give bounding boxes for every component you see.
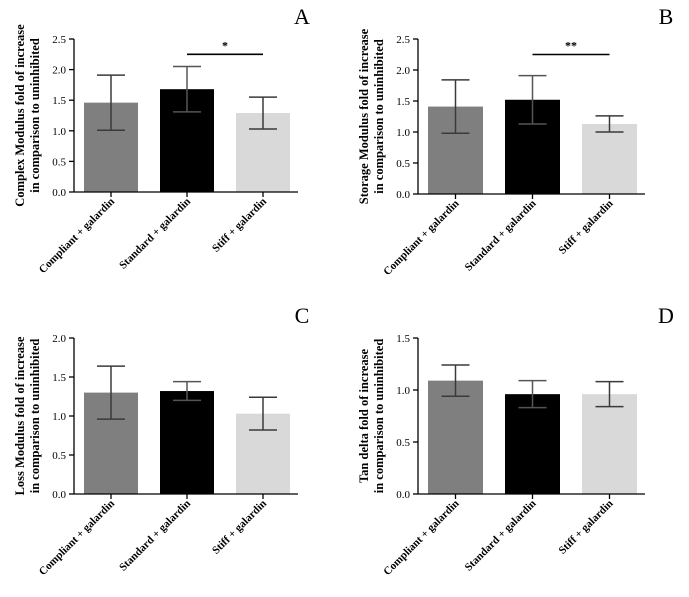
bar [582, 394, 637, 494]
y-tick-label: 1.5 [396, 333, 410, 345]
y-tick-label: 1.5 [396, 96, 410, 108]
x-tick-label: Stiff + galardin [210, 498, 269, 557]
x-tick-label: Compliant + galardin [381, 498, 461, 578]
x-tick-label: Stiff + galardin [210, 196, 269, 255]
panel-letter: A [294, 4, 310, 29]
y-tick-label: 0.5 [396, 437, 410, 449]
panel-c: C Loss Modulus fold of increase in compari… [13, 303, 309, 578]
bar [160, 391, 214, 494]
y-axis-label-line: Loss Modulus fold of increase [13, 336, 27, 495]
x-tick-label: Compliant + galardin [37, 498, 117, 578]
x-tick-label: Compliant + galardin [37, 196, 117, 276]
x-tick-label: Standard + galardin [117, 196, 193, 272]
y-tick-label: 1.0 [52, 411, 66, 423]
panel-letter: D [658, 303, 674, 328]
y-tick-label: 0.0 [396, 189, 410, 201]
panel-letter: C [295, 303, 310, 328]
significance-label: * [222, 38, 228, 52]
y-tick-label: 1.5 [52, 95, 66, 107]
y-axis-label-line: Tan delta fold of increase [357, 349, 371, 483]
y-axis-label-line: in comparison to uninhibited [28, 339, 42, 494]
y-tick-label: 1.0 [396, 127, 410, 139]
panel-a: A Complex Modulus fold of increase in comp… [13, 4, 310, 276]
bar [505, 394, 560, 494]
x-tick-label: Standard + galardin [463, 498, 539, 574]
y-tick-label: 0.5 [52, 450, 66, 462]
y-tick-label: 1.0 [396, 385, 410, 397]
y-tick-label: 0.0 [52, 489, 66, 501]
x-tick-label: Stiff + galardin [556, 198, 615, 257]
y-axis-label: Storage Modulus fold of increase in compa… [357, 28, 386, 204]
y-axis-label-line: in comparison to uninhibited [28, 38, 42, 193]
panel-letter: B [659, 4, 674, 29]
x-tick-label: Compliant + galardin [381, 198, 461, 278]
bar [582, 123, 637, 194]
y-axis-label-line: Storage Modulus fold of increase [357, 28, 371, 204]
panel-d: D Tan delta fold of increase in comparison… [357, 303, 674, 578]
y-tick-label: 2.0 [396, 65, 410, 77]
y-tick-label: 2.5 [396, 34, 410, 46]
significance-label: ** [565, 39, 577, 53]
y-axis-label: Tan delta fold of increase in comparison … [357, 339, 386, 494]
y-tick-label: 2.5 [52, 34, 66, 46]
y-tick-label: 0.5 [396, 158, 410, 170]
y-axis-label: Complex Modulus fold of increase in compa… [13, 24, 42, 207]
y-tick-label: 1.0 [52, 126, 66, 138]
y-tick-label: 1.5 [52, 372, 66, 384]
y-axis-label: Loss Modulus fold of increase in comparis… [13, 336, 42, 495]
y-tick-label: 0.0 [396, 489, 410, 501]
y-axis-label-line: in comparison to uninhibited [372, 39, 386, 194]
y-axis-label-line: Complex Modulus fold of increase [13, 24, 27, 207]
x-tick-label: Standard + galardin [463, 198, 539, 274]
x-tick-label: Standard + galardin [117, 498, 193, 574]
panel-b: B Storage Modulus fold of increase in comp… [357, 4, 673, 278]
y-tick-label: 2.0 [52, 65, 66, 77]
y-axis-label-line: in comparison to uninhibited [372, 339, 386, 494]
y-tick-label: 0.0 [52, 187, 66, 199]
bar [428, 380, 483, 494]
y-tick-label: 2.0 [52, 333, 66, 345]
y-tick-label: 0.5 [52, 156, 66, 168]
x-tick-label: Stiff + galardin [556, 498, 615, 557]
